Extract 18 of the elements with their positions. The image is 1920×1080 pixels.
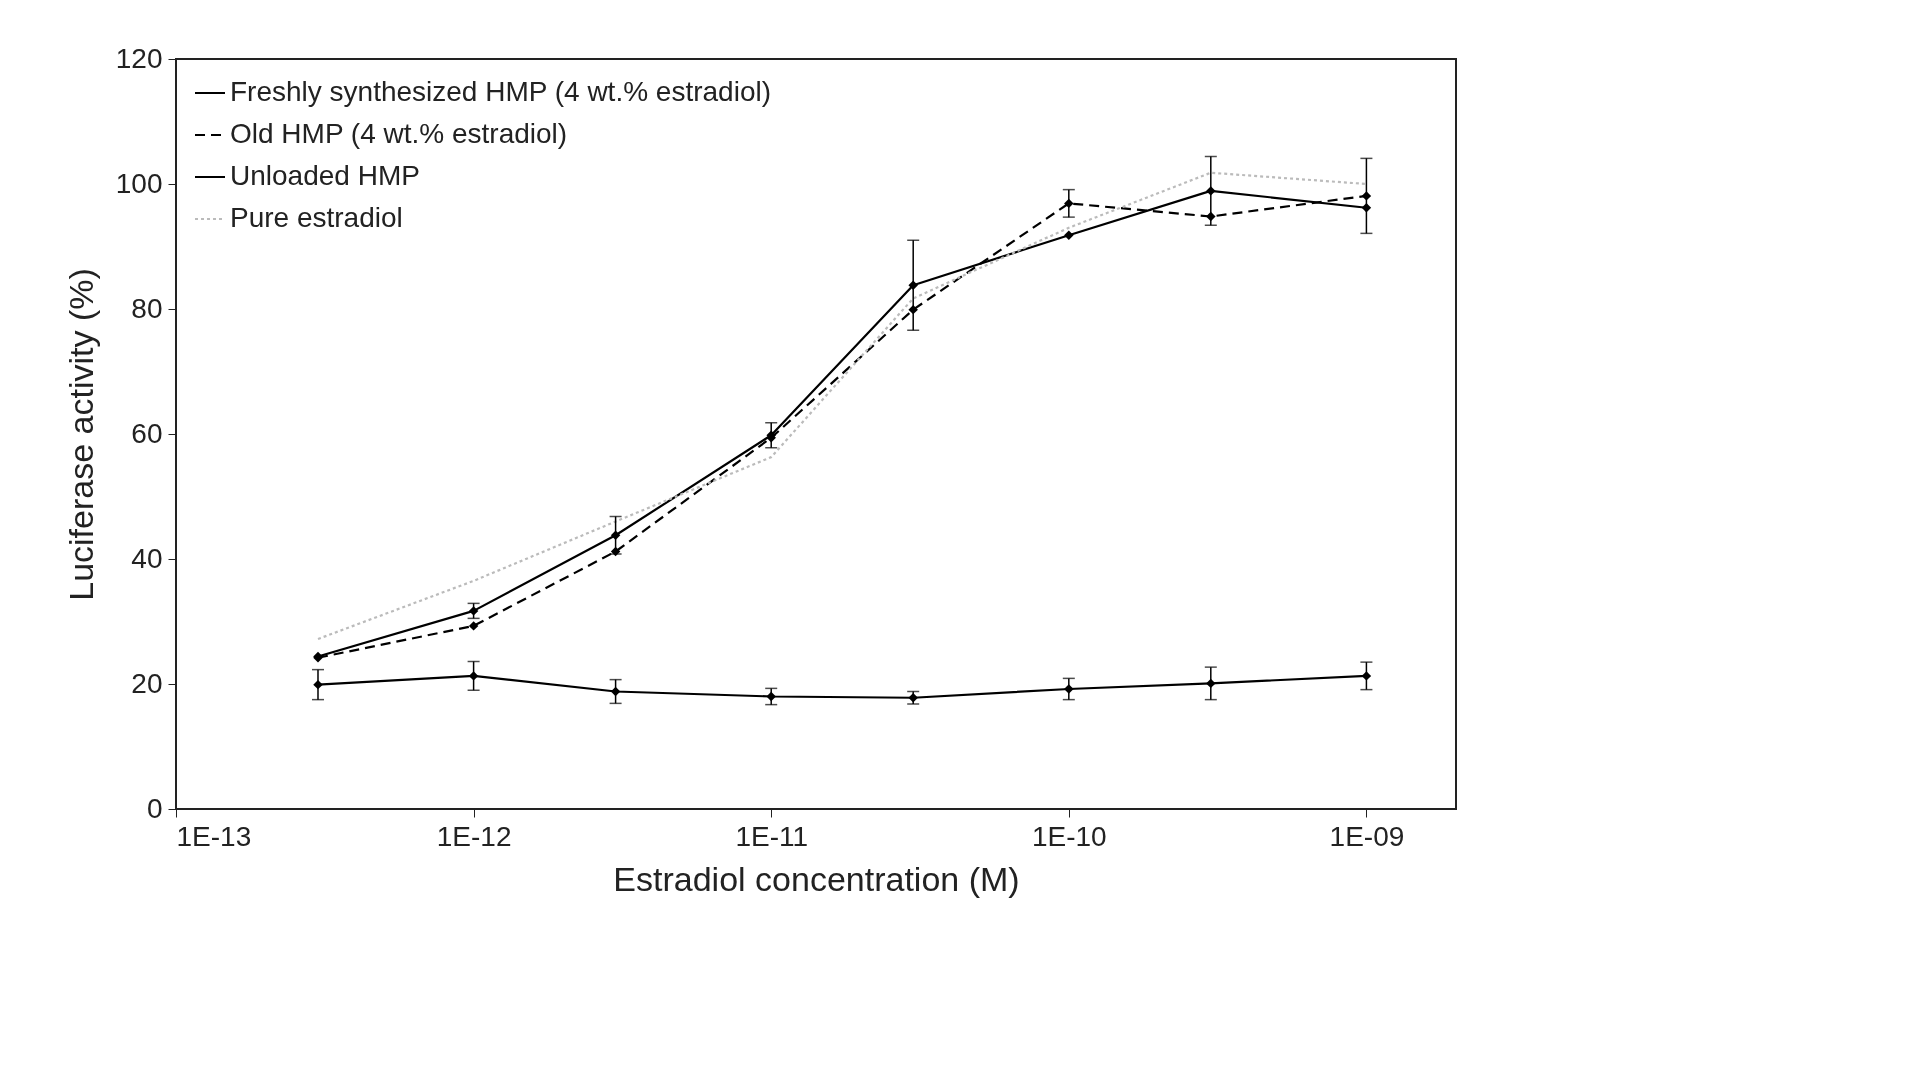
x-tick-label: 1E-10 — [1031, 820, 1107, 852]
y-tick-label: 120 — [115, 42, 163, 74]
legend-label: Freshly synthesized HMP (4 wt.% estradiol) — [230, 76, 771, 107]
x-tick-label: 1E-13 — [176, 820, 252, 852]
legend-label: Pure estradiol — [230, 202, 403, 233]
x-axis-title: Estradiol concentration (M) — [613, 859, 1020, 898]
legend-label: Old HMP (4 wt.% estradiol) — [230, 118, 568, 149]
x-tick-label: 1E-09 — [1329, 820, 1405, 852]
y-tick-label: 40 — [131, 542, 163, 574]
x-tick-label: 1E-11 — [735, 820, 809, 852]
x-tick-label: 1E-12 — [436, 820, 512, 852]
legend-label: Unloaded HMP — [230, 160, 420, 191]
y-tick-label: 20 — [131, 667, 163, 699]
y-axis-title: Luciferase activity (%) — [61, 268, 100, 601]
y-tick-label: 100 — [115, 167, 163, 199]
y-tick-label: 60 — [131, 417, 163, 449]
y-tick-label: 0 — [146, 792, 163, 824]
y-tick-label: 80 — [131, 292, 163, 324]
